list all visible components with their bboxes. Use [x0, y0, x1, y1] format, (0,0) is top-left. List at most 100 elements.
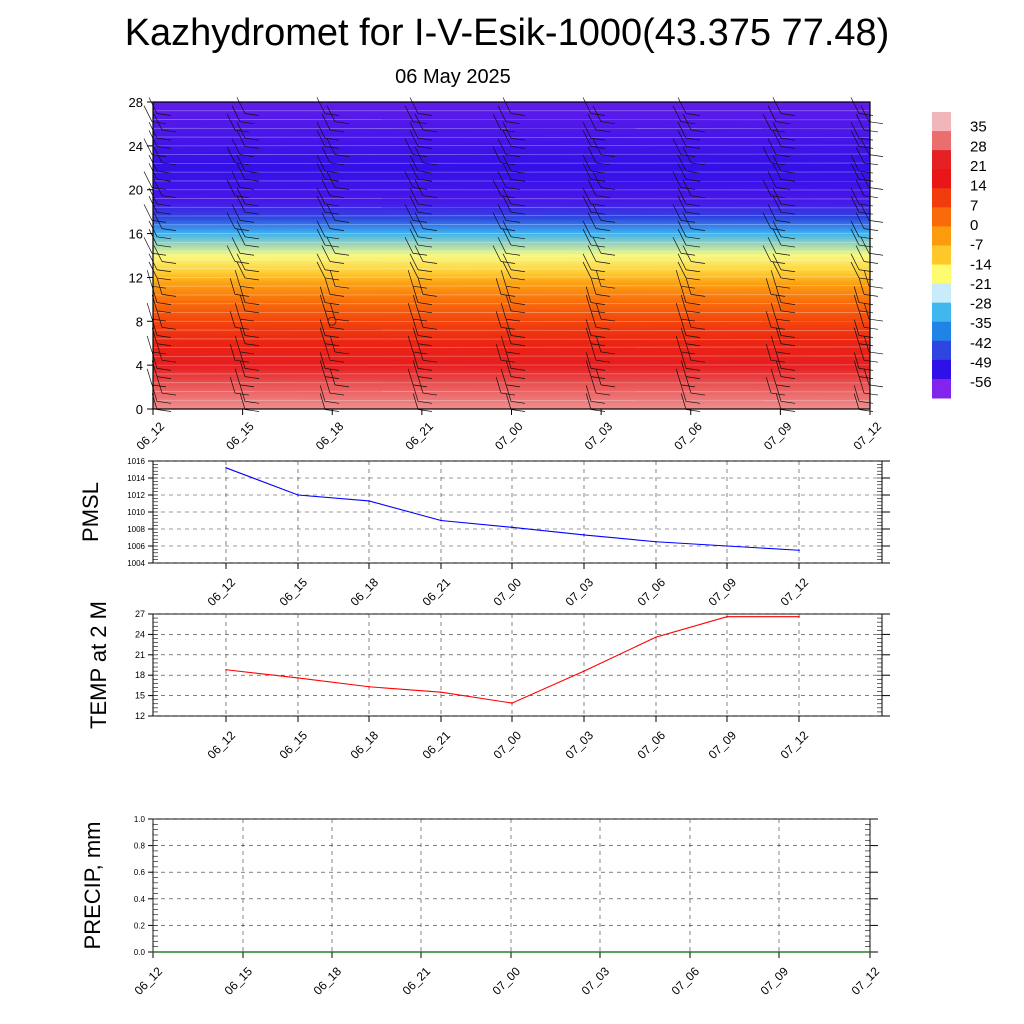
- wind-barb-flag: [161, 326, 177, 330]
- wind-barb-flag: [680, 121, 696, 125]
- wind-barb: [143, 204, 153, 221]
- wind-barb-flag: [510, 269, 526, 273]
- wind-barb-flag: [775, 351, 791, 355]
- wind-barb: [775, 319, 782, 336]
- wind-barb-flag: [156, 146, 172, 149]
- y-tick-label: 1014: [127, 474, 145, 483]
- wind-barb-flag: [868, 351, 884, 355]
- y-tick-label: 0.8: [134, 842, 146, 851]
- precip-point: [510, 951, 512, 953]
- wind-barb-flag: [590, 343, 606, 347]
- wind-barb-flag: [417, 211, 433, 215]
- wind-barb-flag: [685, 310, 701, 314]
- x-tick-label: 06_18: [311, 964, 345, 998]
- wind-barb-flag: [156, 236, 172, 240]
- pmsl-point: [368, 500, 370, 502]
- wind-barb-flag: [334, 154, 350, 157]
- wind-barb-flag: [234, 359, 250, 363]
- wind-barb: [585, 360, 592, 377]
- wind-barb-flag: [770, 129, 786, 133]
- wind-barb: [492, 245, 502, 262]
- temp-point: [368, 685, 370, 688]
- x-tick-label: 07_12: [778, 728, 812, 762]
- wind-barb-flag: [600, 220, 616, 223]
- wind-barb-flag: [244, 310, 260, 314]
- wind-barb-flag: [685, 211, 701, 215]
- wind-barb-flag: [858, 178, 874, 182]
- wind-barb: [502, 196, 512, 213]
- wind-barb: [239, 393, 246, 410]
- wind-barb-flag: [151, 252, 167, 256]
- wind-barb-flag: [590, 277, 606, 281]
- wind-barb-flag: [510, 368, 526, 371]
- wind-barb: [414, 245, 424, 262]
- wind-barb: [585, 319, 592, 336]
- wind-barb: [853, 360, 860, 377]
- pmsl-point: [297, 494, 299, 496]
- wind-barb-flag: [775, 121, 791, 125]
- wind-barb: [582, 154, 592, 172]
- wind-barb: [497, 171, 507, 188]
- wind-barb-flag: [510, 137, 526, 141]
- wind-barb-flag: [156, 343, 172, 347]
- wind-barb-flag: [780, 146, 796, 149]
- wind-barb-flag: [422, 392, 438, 396]
- x-tick-label: 07_12: [778, 575, 812, 609]
- wind-barb-flag: [690, 326, 706, 330]
- wind-barb-flag: [770, 359, 786, 363]
- wind-barb: [321, 113, 331, 131]
- x-tick-label: 06_18: [313, 419, 347, 453]
- wind-barb-flag: [417, 302, 433, 305]
- wind-barb-flag: [244, 203, 260, 207]
- x-tick-label: 07_00: [491, 575, 525, 609]
- x-tick-label: 06_15: [277, 575, 311, 609]
- wind-barb: [772, 187, 782, 205]
- x-tick-label: 07_09: [706, 728, 740, 762]
- wind-barb: [319, 385, 326, 402]
- wind-barb-flag: [422, 359, 438, 363]
- wind-barb: [595, 368, 602, 385]
- wind-barb-flag: [690, 392, 706, 396]
- wind-barb: [770, 270, 777, 287]
- wind-barb: [858, 278, 865, 295]
- wind-barb: [156, 278, 163, 295]
- wind-barb: [226, 179, 236, 196]
- wind-barb: [492, 179, 502, 196]
- x-tick-label: 07_03: [563, 575, 597, 609]
- y-tick-label: 12: [135, 711, 145, 721]
- wind-barb-flag: [500, 162, 516, 166]
- wind-barb: [592, 171, 602, 188]
- pmsl-point: [583, 534, 585, 536]
- wind-barb: [143, 138, 153, 155]
- wind-barb-flag: [595, 294, 611, 297]
- wind-barb: [505, 319, 512, 336]
- wind-barb-flag: [680, 154, 696, 157]
- wind-barb: [321, 179, 331, 196]
- calm-wind-marker: [327, 316, 337, 326]
- wind-barb: [495, 376, 502, 394]
- wind-barb: [409, 220, 419, 237]
- wind-barb: [236, 196, 246, 213]
- wind-barb: [770, 335, 777, 353]
- wind-barb: [319, 319, 326, 336]
- isotherm-line: [152, 329, 871, 331]
- wind-barb: [582, 130, 592, 147]
- wind-barb-flag: [858, 310, 874, 314]
- x-tick-label: 06_21: [420, 728, 454, 762]
- wind-barb: [497, 237, 507, 254]
- wind-barb-flag: [780, 203, 796, 207]
- wind-barb: [672, 105, 682, 122]
- wind-barb-flag: [329, 392, 345, 396]
- wind-barb: [156, 344, 163, 361]
- wind-barb-flag: [863, 195, 879, 199]
- wind-barb-flag: [510, 302, 526, 305]
- wind-barb-flag: [244, 170, 260, 174]
- wind-barb-flag: [324, 113, 340, 116]
- wind-barb-flag: [151, 220, 167, 223]
- wind-barb-flag: [239, 220, 255, 223]
- pmsl-point: [440, 519, 442, 522]
- wind-barb-flag: [685, 302, 701, 305]
- wind-barb: [582, 196, 592, 213]
- wind-barb-flag: [329, 326, 345, 330]
